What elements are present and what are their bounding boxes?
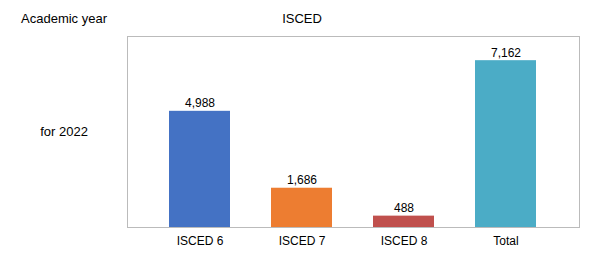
svg-text:ISCED 7: ISCED 7 [279, 234, 326, 248]
svg-text:7,162: 7,162 [491, 46, 521, 60]
svg-text:Total: Total [493, 234, 518, 248]
svg-text:1,686: 1,686 [287, 173, 317, 187]
svg-text:4,988: 4,988 [185, 96, 215, 110]
svg-text:ISCED 8: ISCED 8 [381, 234, 428, 248]
svg-text:Academic year: Academic year [21, 11, 108, 26]
svg-text:ISCED 6: ISCED 6 [177, 234, 224, 248]
svg-text:for 2022: for 2022 [40, 124, 88, 139]
svg-text:ISCED: ISCED [282, 11, 322, 26]
svg-text:488: 488 [394, 201, 414, 215]
